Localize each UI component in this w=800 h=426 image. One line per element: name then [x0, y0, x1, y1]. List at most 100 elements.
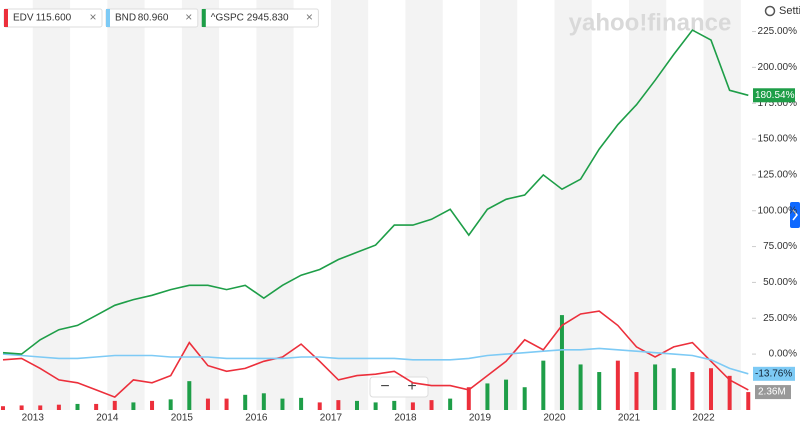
volume-bar: [94, 403, 99, 410]
volume-bar: [354, 400, 359, 410]
year-shade: [703, 0, 741, 410]
volume-bar: [150, 400, 155, 410]
last-value-tag: [753, 88, 795, 103]
legend-quote: 2945.830: [247, 13, 289, 24]
legend-name: ^GSPC: [211, 13, 244, 24]
side-panel-arrow[interactable]: [792, 209, 798, 221]
y-tick-label: 225.00%: [758, 26, 798, 37]
volume-bar: [504, 379, 509, 410]
volume-bar: [56, 404, 61, 410]
volume-bar: [280, 398, 285, 410]
legend-swatch: [4, 9, 8, 27]
volume-bar: [541, 360, 546, 410]
volume-bar: [466, 387, 471, 410]
volume-bar: [261, 393, 266, 410]
volume-bar: [559, 315, 564, 410]
volume-bar: [709, 368, 714, 410]
y-tick-label: 200.00%: [758, 62, 798, 73]
logo-watermark: yahoo!finance: [569, 9, 732, 36]
y-tick-label: 100.00%: [758, 205, 798, 216]
legend-name: BND: [115, 13, 136, 24]
year-shade: [629, 0, 667, 410]
volume-bar: [522, 387, 527, 410]
volume-bar: [615, 360, 620, 410]
volume-bar: [168, 399, 173, 410]
y-tick-label: 25.00%: [763, 313, 797, 324]
x-tick-label: 2022: [692, 413, 715, 424]
legend-quote: 115.600: [36, 13, 72, 24]
volume-bar: [317, 402, 322, 410]
legend-close[interactable]: ×: [306, 10, 313, 24]
year-shade: [256, 0, 294, 410]
x-tick-label: 2013: [22, 413, 45, 424]
series-line: [2, 347, 749, 375]
volume-bar: [746, 392, 751, 410]
volume-label: 2.36M: [758, 387, 786, 398]
year-shade: [405, 0, 443, 410]
volume-bar: [224, 398, 229, 410]
series-line: [2, 29, 749, 355]
legend-chip: EDV 115.600 ×: [3, 8, 103, 28]
volume-bar: [578, 364, 583, 410]
volume-bar: [690, 372, 695, 410]
x-tick-label: 2020: [543, 413, 566, 424]
x-tick-label: 2021: [618, 413, 641, 424]
volume-bar: [75, 403, 80, 410]
x-tick-label: 2016: [245, 413, 268, 424]
zoom-box: [369, 376, 429, 398]
settings-label[interactable]: Settin: [779, 5, 800, 17]
volume-bar: [392, 400, 397, 410]
x-tick-label: 2014: [96, 413, 119, 424]
volume-bar: [597, 372, 602, 410]
volume-bar: [19, 405, 24, 410]
volume-bar: [0, 406, 5, 410]
year-shade: [479, 0, 518, 410]
legend-close[interactable]: ×: [185, 10, 192, 24]
volume-bar: [448, 398, 453, 410]
year-shade: [107, 0, 145, 410]
last-value-label: 180.54%: [755, 90, 795, 101]
volume-bar: [671, 368, 676, 410]
x-tick-label: 2015: [171, 413, 194, 424]
volume-bar: [410, 402, 415, 410]
y-tick-label: 150.00%: [758, 134, 798, 145]
x-tick-label: 2017: [320, 413, 343, 424]
y-tick-label: 0.00%: [769, 349, 797, 360]
zoom-controls: − +: [369, 376, 429, 398]
volume-bar: [634, 372, 639, 410]
legend-close[interactable]: ×: [89, 10, 96, 24]
y-tick-label: 50.00%: [763, 277, 797, 288]
last-value-label: -13.76%: [755, 368, 792, 379]
legend-swatch: [106, 9, 110, 27]
year-shade: [330, 0, 369, 410]
y-tick-label: 125.00%: [758, 170, 798, 181]
legend-chip: ^GSPC 2945.830 ×: [201, 8, 319, 28]
zoom-in[interactable]: +: [407, 378, 416, 395]
volume-bar: [187, 381, 192, 410]
side-panel-tab[interactable]: [790, 202, 800, 228]
x-tick-label: 2018: [394, 413, 417, 424]
legend-quote: 80.960: [138, 13, 169, 24]
volume-bar: [727, 375, 732, 410]
volume-bar: [653, 364, 658, 410]
volume-bar: [485, 383, 490, 410]
volume-bar: [336, 400, 341, 410]
volume-bar: [112, 400, 117, 410]
legend-name: EDV: [13, 13, 34, 24]
volume-bar: [373, 402, 378, 410]
volume-bar: [38, 405, 43, 410]
volume-bar: [429, 400, 434, 410]
y-tick-label: 175.00%: [758, 98, 798, 109]
year-shade: [32, 0, 71, 410]
volume-bar: [205, 398, 210, 410]
last-value-tag: [753, 366, 795, 381]
legend-swatch: [201, 9, 206, 27]
volume-bar: [299, 397, 304, 410]
series-line: [2, 310, 749, 399]
volume-bar: [243, 394, 248, 410]
zoom-out[interactable]: −: [380, 378, 389, 395]
volume-tag: [755, 385, 791, 400]
volume-bar: [131, 402, 136, 410]
settings-icon[interactable]: [764, 5, 776, 17]
